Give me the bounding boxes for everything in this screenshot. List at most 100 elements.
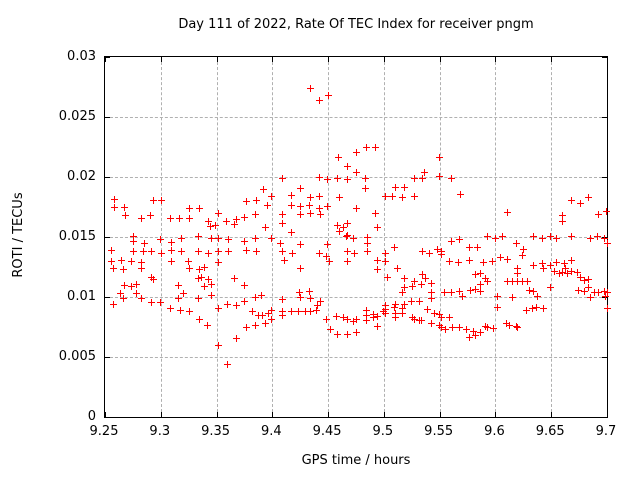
data-point-marker xyxy=(401,183,408,191)
data-point-marker xyxy=(167,258,175,265)
data-point-marker xyxy=(121,282,128,289)
x-tick xyxy=(216,57,218,62)
data-point-marker xyxy=(418,175,426,183)
data-point-marker xyxy=(306,201,314,209)
data-point-marker xyxy=(379,308,387,316)
data-point-marker xyxy=(561,265,569,273)
data-point-marker xyxy=(374,266,382,274)
data-point-marker xyxy=(369,310,377,318)
data-point-marker xyxy=(137,214,145,222)
data-point-marker xyxy=(147,298,155,306)
data-point-marker xyxy=(110,195,118,203)
data-point-marker xyxy=(563,270,571,277)
data-point-marker xyxy=(137,295,145,303)
data-point-marker xyxy=(277,240,285,247)
data-point-marker xyxy=(127,283,135,291)
data-point-marker xyxy=(137,265,145,273)
data-point-marker xyxy=(427,295,435,303)
y-tick xyxy=(105,237,110,238)
data-point-marker xyxy=(503,278,511,286)
data-point-marker xyxy=(547,261,555,269)
data-point-marker xyxy=(194,295,202,303)
horizontal-gridline xyxy=(105,117,607,118)
data-point-marker xyxy=(411,193,418,201)
data-point-marker xyxy=(476,270,484,277)
data-point-marker xyxy=(392,309,399,317)
data-point-marker xyxy=(307,308,315,316)
data-point-marker xyxy=(279,312,287,319)
horizontal-gridline xyxy=(105,297,607,298)
data-point-marker xyxy=(324,176,331,184)
data-point-marker xyxy=(147,248,155,256)
data-point-marker xyxy=(445,258,453,265)
data-point-marker xyxy=(133,290,141,298)
data-point-marker xyxy=(279,296,287,304)
data-point-marker xyxy=(595,289,603,297)
data-point-marker xyxy=(336,194,344,202)
data-point-marker xyxy=(344,163,352,171)
data-point-marker xyxy=(594,232,601,240)
data-point-marker xyxy=(344,315,352,323)
data-point-marker xyxy=(110,204,118,211)
data-point-marker xyxy=(307,210,315,217)
data-point-marker xyxy=(437,250,445,258)
data-point-marker xyxy=(540,265,548,273)
y-tick-label: 0.025 xyxy=(58,109,96,124)
data-point-marker xyxy=(301,308,309,316)
x-tick-label: 9.65 xyxy=(535,424,565,439)
data-point-marker xyxy=(398,309,406,317)
data-point-marker xyxy=(418,271,426,279)
data-point-marker xyxy=(363,312,370,319)
data-point-marker xyxy=(530,288,538,295)
data-point-marker xyxy=(519,278,527,286)
data-point-marker xyxy=(251,321,259,329)
data-point-marker xyxy=(296,289,304,297)
data-point-marker xyxy=(496,254,504,262)
data-point-marker xyxy=(279,175,287,183)
data-point-marker xyxy=(363,307,370,315)
data-point-marker xyxy=(279,248,287,256)
data-point-marker xyxy=(280,256,288,264)
data-point-marker xyxy=(602,207,610,215)
data-point-marker xyxy=(435,310,443,318)
data-point-marker xyxy=(316,193,324,201)
x-tick-label: 9.5 xyxy=(372,424,394,439)
data-point-marker xyxy=(401,284,408,292)
data-point-marker xyxy=(268,235,276,243)
data-point-marker xyxy=(297,184,305,192)
y-tick-label: 0.005 xyxy=(58,349,96,364)
data-point-marker xyxy=(573,268,581,276)
data-point-marker xyxy=(317,297,325,305)
data-point-marker xyxy=(339,224,347,232)
data-point-marker xyxy=(194,248,202,256)
data-point-marker xyxy=(374,322,382,330)
data-point-marker xyxy=(401,301,408,309)
data-point-marker xyxy=(427,289,435,297)
data-point-marker xyxy=(334,331,341,339)
data-point-marker xyxy=(447,237,455,245)
data-point-marker xyxy=(388,193,396,201)
data-point-marker xyxy=(185,205,193,213)
data-point-marker xyxy=(489,258,497,265)
data-point-marker xyxy=(483,232,491,240)
data-point-marker xyxy=(184,258,192,265)
data-point-marker xyxy=(556,270,563,277)
x-tick xyxy=(439,412,441,417)
data-point-marker xyxy=(604,304,611,312)
data-point-marker xyxy=(279,219,287,227)
data-point-marker xyxy=(522,307,530,315)
data-point-marker xyxy=(482,274,490,282)
data-point-marker xyxy=(435,153,443,161)
data-point-marker xyxy=(334,222,341,229)
data-point-marker xyxy=(587,235,595,243)
data-point-marker xyxy=(448,324,456,331)
data-point-marker xyxy=(249,308,257,316)
horizontal-gridline xyxy=(105,237,607,238)
data-point-marker xyxy=(585,284,592,292)
data-point-marker xyxy=(252,196,260,204)
data-point-marker xyxy=(435,172,443,180)
data-point-marker xyxy=(463,326,471,334)
data-point-marker xyxy=(334,175,341,183)
x-tick-label: 9.6 xyxy=(484,424,505,439)
data-point-marker xyxy=(261,320,269,328)
